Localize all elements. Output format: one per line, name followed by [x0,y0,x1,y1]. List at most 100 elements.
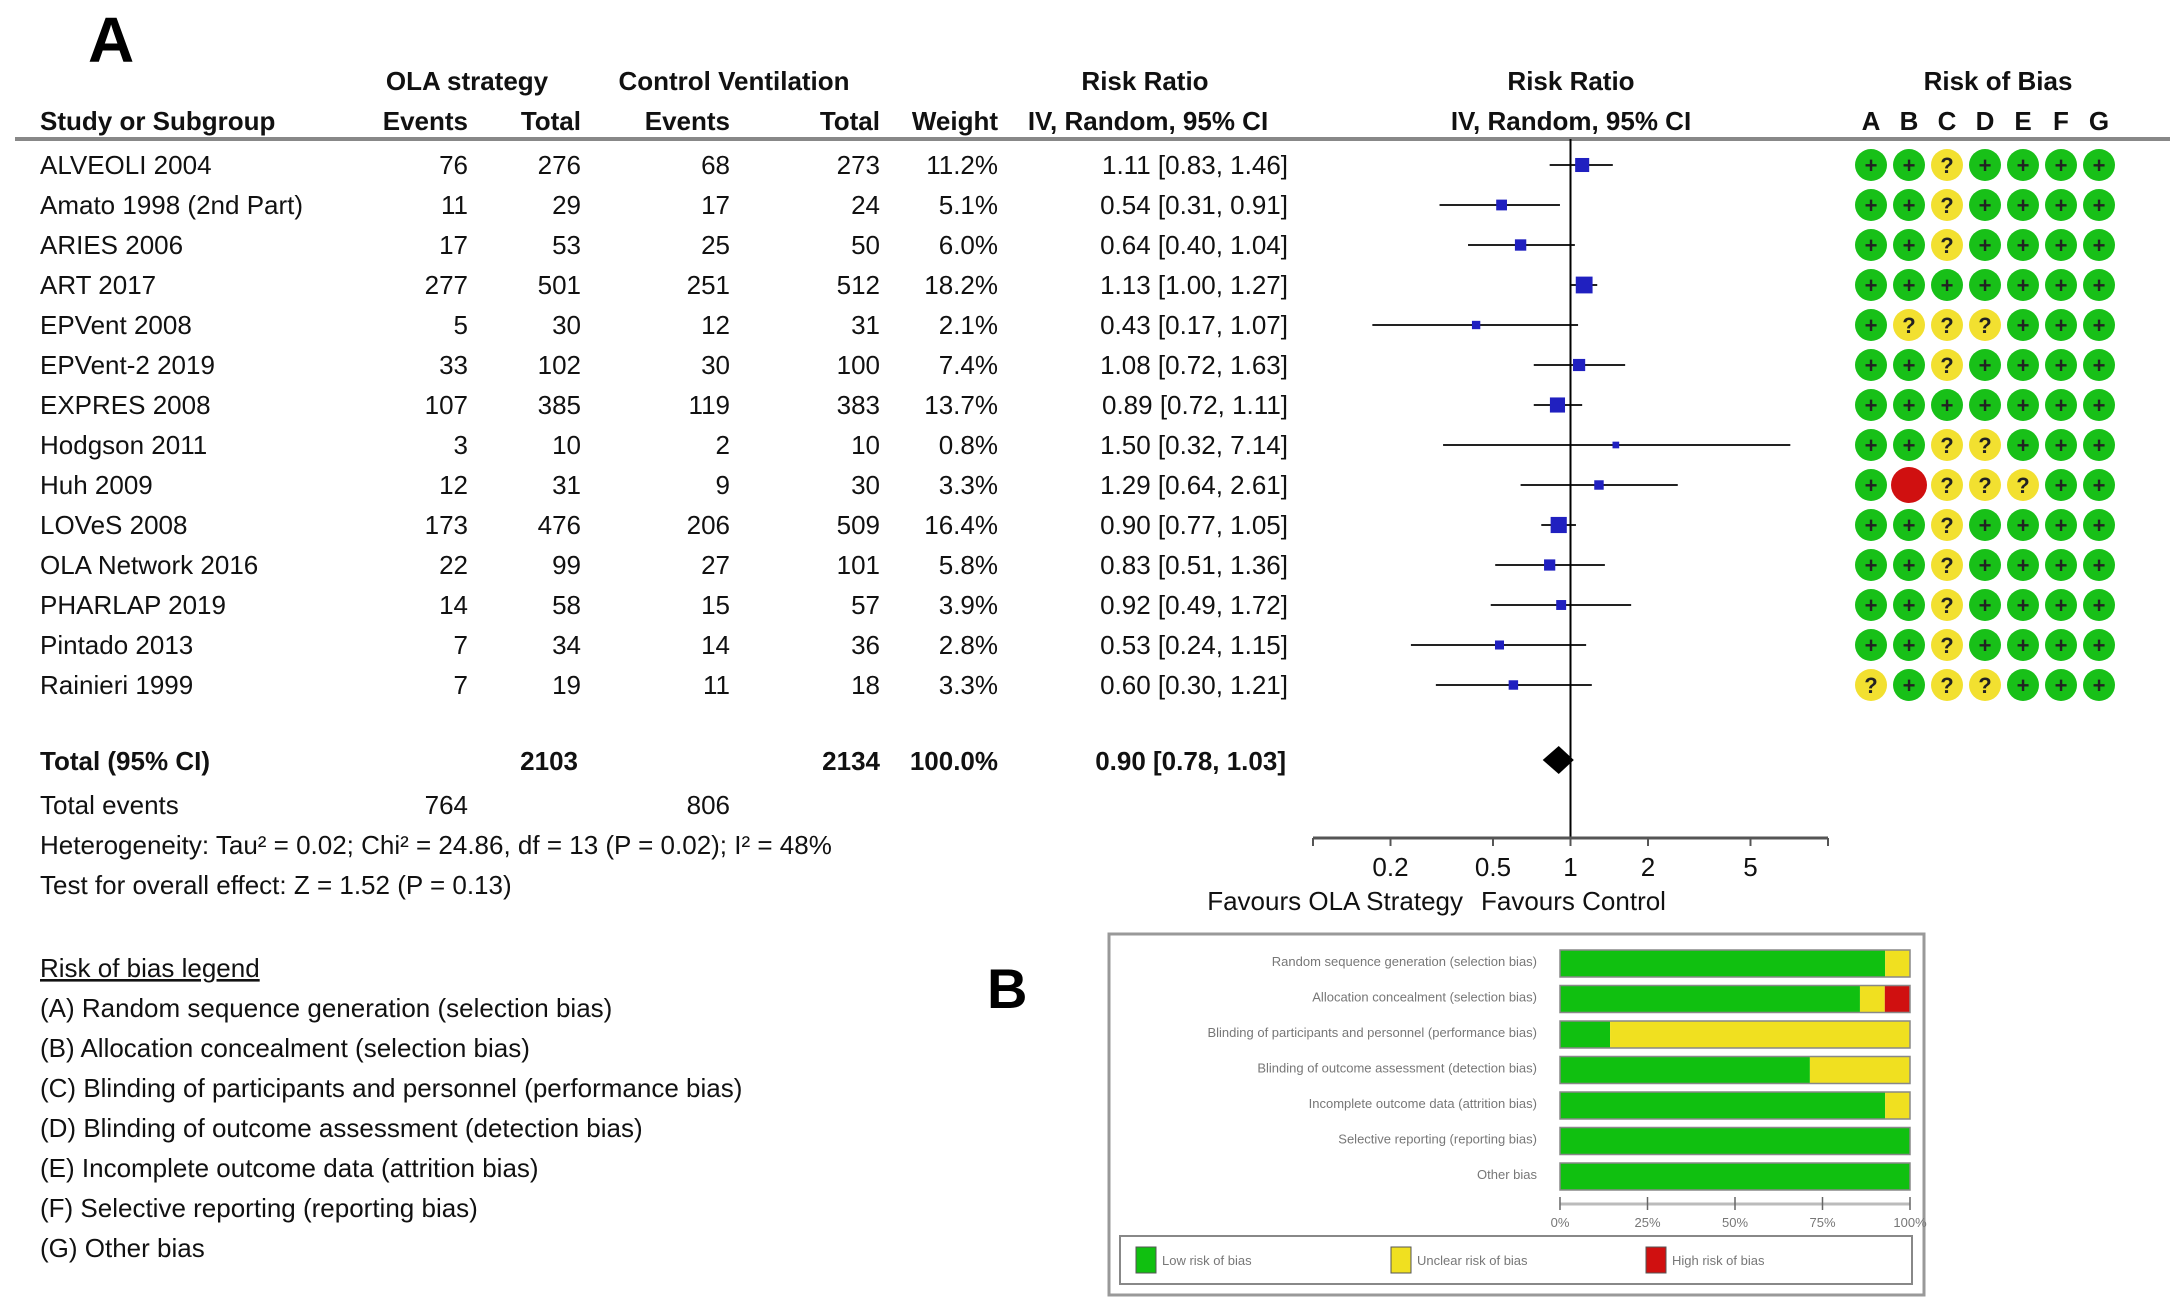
bias-dot-B [1893,229,1925,261]
study-name: EXPRES 2008 [40,390,211,420]
plus-icon: + [2055,593,2068,618]
plus-icon: + [1903,393,1916,418]
study-name: OLA Network 2016 [40,550,258,580]
bias-dot-F [2045,229,2077,261]
ctrl-events: 119 [689,390,730,420]
ctrl-events: 25 [701,230,730,260]
bias-bar-segment [1560,1163,1910,1190]
plus-icon: + [2093,313,2106,338]
bias-dot-D [1969,229,2001,261]
bias-dot-D [1969,549,2001,581]
table-row: Amato 1998 (2nd Part) 11 29 17 24 5.1% 0.54 [0… [40,190,1288,220]
ctrl-total: 57 [851,590,880,620]
bias-dot-B [1891,467,1927,503]
bias-category: Incomplete outcome data (attrition bias) [1309,1096,1537,1111]
study-name: Pintado 2013 [40,630,193,660]
plus-icon: + [2093,153,2106,178]
bias-dot-B [1893,349,1925,381]
ola-events: 5 [454,310,468,340]
ctrl-total: 36 [851,630,880,660]
weight: 13.7% [924,390,998,420]
bias-x-tick-label: 75% [1809,1215,1835,1230]
plus-icon: + [1865,233,1878,258]
question-icon: ? [1940,473,1953,498]
bias-dot-B [1893,429,1925,461]
plus-icon: + [2055,673,2068,698]
plus-icon: + [1903,633,1916,658]
bias-dot-F [2045,469,2077,501]
header-rr-title: Risk Ratio [1081,66,1208,96]
total-ctrl: 2134 [822,746,880,776]
plus-icon: + [1865,153,1878,178]
study-name: Amato 1998 (2nd Part) [40,190,303,220]
risk-ratio: 0.60 [0.30, 1.21] [1100,670,1288,700]
bias-dot-F [2045,669,2077,701]
heterogeneity: Heterogeneity: Tau² = 0.02; Chi² = 24.86… [40,830,832,860]
bias-dot-A [1855,389,1887,421]
bias-dot-C [1931,509,1963,541]
weight: 3.9% [939,590,998,620]
bias-legend-label: Unclear risk of bias [1417,1253,1528,1268]
point-estimate [1549,397,1566,413]
legend-item: (A) Random sequence generation (selectio… [40,993,612,1023]
plus-icon: + [1903,193,1916,218]
bias-dot-D [1969,509,2001,541]
bias-category: Random sequence generation (selection bi… [1272,954,1537,969]
bias-bar-outline [1559,1162,1911,1191]
ctrl-events: 11 [703,670,730,700]
risk-ratio: 0.43 [0.17, 1.07] [1100,310,1288,340]
risk-ratio: 0.64 [0.40, 1.04] [1100,230,1288,260]
table-row: EPVent-2 2019 33 102 30 100 7.4% 1.08 [0.72, 1… [40,350,1288,380]
point-estimate [1494,640,1505,650]
bias-dot-C [1931,229,1963,261]
bias-dot-B [1893,669,1925,701]
table-row: Hodgson 2011 3 10 2 10 0.8% 1.50 [0.32, 7.14] [40,430,1288,460]
bias-dot-G [2083,229,2115,261]
question-icon: ? [1864,673,1877,698]
risk-ratio: 0.92 [0.49, 1.72] [1100,590,1288,620]
plus-icon: + [1865,633,1878,658]
plus-icon: + [2017,233,2030,258]
ola-total: 19 [552,670,581,700]
plus-icon: + [2055,433,2068,458]
ctrl-total: 383 [837,390,880,420]
weight: 6.0% [939,230,998,260]
ola-events: 7 [454,630,468,660]
bias-dot-G [2083,549,2115,581]
ola-events: 17 [439,230,468,260]
bias-bar-outline [1559,949,1911,978]
bias-x-tick-label: 25% [1634,1215,1660,1230]
x-tick-label: 0.2 [1372,852,1408,882]
plus-icon: + [2093,553,2106,578]
bias-dot-B [1893,309,1925,341]
header-bias-title: Risk of Bias [1924,66,2073,96]
bias-dot-D [1969,389,2001,421]
point-estimate [1550,516,1567,534]
bias-legend-swatch [1390,1246,1412,1274]
bias-dot-B [1893,189,1925,221]
bias-dot-G [2083,429,2115,461]
bias-bar-segment [1809,1056,1910,1084]
question-icon: ? [1978,433,1991,458]
bias-dot-F [2045,269,2077,301]
risk-ratio: 0.90 [0.77, 1.05] [1100,510,1288,540]
bias-dot-E [2007,149,2039,181]
legend-item: (E) Incomplete outcome data (attrition b… [40,1153,539,1183]
plus-icon: + [1941,393,1954,418]
plus-icon: + [2093,593,2106,618]
bias-dot-G [2083,309,2115,341]
plus-icon: + [1903,273,1916,298]
question-icon: ? [1940,153,1953,178]
plus-icon: + [1865,353,1878,378]
bias-dot-C [1931,469,1963,501]
plus-icon: + [2017,393,2030,418]
bias-bar-segment [1560,1021,1611,1048]
plus-icon: + [2093,513,2106,538]
plus-icon: + [1903,153,1916,178]
weight: 0.8% [939,430,998,460]
total-events-ctrl: 806 [687,790,730,820]
bias-dot-A [1855,189,1887,221]
bias-domain-B: B [1900,106,1919,136]
total-diamond [1542,746,1574,774]
ola-total: 30 [552,310,581,340]
